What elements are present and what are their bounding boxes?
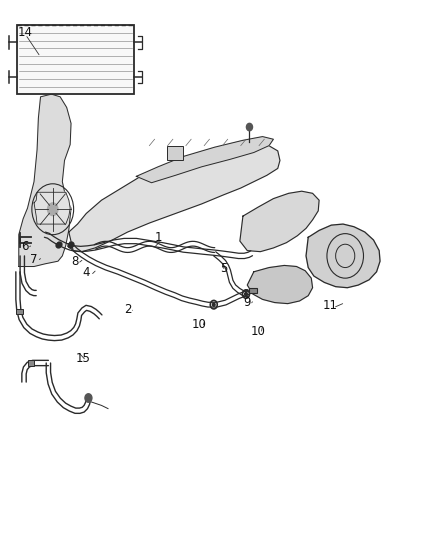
Polygon shape: [69, 144, 280, 252]
Text: 7: 7: [30, 253, 38, 266]
Bar: [16, 309, 23, 314]
Circle shape: [212, 303, 215, 306]
Polygon shape: [306, 224, 380, 288]
Bar: [250, 288, 257, 293]
Text: 11: 11: [322, 298, 338, 312]
Text: 15: 15: [76, 352, 91, 365]
Text: 10: 10: [251, 325, 265, 338]
Circle shape: [245, 293, 247, 296]
Bar: [17, 25, 134, 94]
FancyBboxPatch shape: [167, 146, 184, 160]
Text: 5: 5: [220, 262, 227, 274]
Text: 10: 10: [192, 318, 207, 332]
Text: 6: 6: [21, 240, 29, 253]
Text: 8: 8: [71, 255, 78, 268]
Text: 1: 1: [154, 231, 162, 244]
Polygon shape: [19, 94, 71, 266]
Polygon shape: [136, 136, 273, 183]
Polygon shape: [34, 192, 70, 224]
Polygon shape: [240, 191, 319, 252]
Text: 2: 2: [124, 303, 131, 317]
Bar: [28, 360, 34, 366]
Circle shape: [247, 123, 253, 131]
Circle shape: [47, 203, 58, 216]
Text: 4: 4: [82, 266, 90, 279]
Text: 9: 9: [244, 296, 251, 309]
Circle shape: [85, 394, 92, 402]
Text: 14: 14: [18, 26, 33, 38]
Polygon shape: [247, 265, 313, 304]
